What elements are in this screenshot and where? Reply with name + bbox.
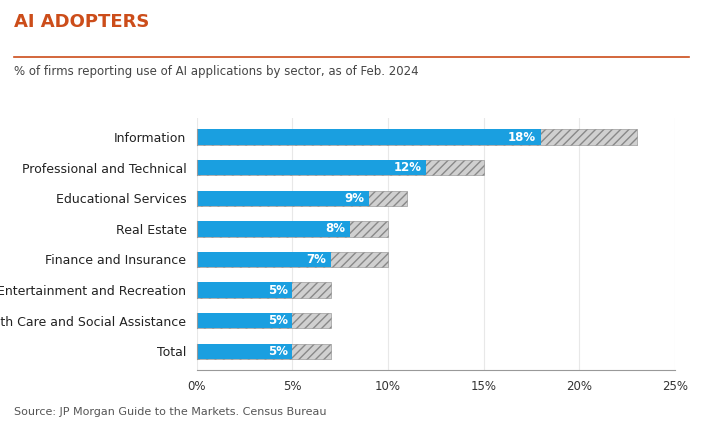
Text: 8%: 8% xyxy=(325,222,345,235)
Bar xyxy=(197,191,369,206)
Text: 12%: 12% xyxy=(394,161,422,174)
Bar xyxy=(197,221,388,237)
Text: % of firms reporting use of AI applications by sector, as of Feb. 2024: % of firms reporting use of AI applicati… xyxy=(14,65,419,78)
Text: AI ADOPTERS: AI ADOPTERS xyxy=(14,13,150,31)
Text: 5%: 5% xyxy=(268,314,288,327)
Bar xyxy=(197,129,637,145)
Bar xyxy=(197,252,388,267)
Bar xyxy=(197,344,292,359)
Bar xyxy=(197,313,330,328)
Bar xyxy=(197,282,292,298)
Bar xyxy=(197,129,541,145)
Bar xyxy=(197,282,330,298)
Bar xyxy=(197,252,330,267)
Bar xyxy=(197,344,330,359)
Bar xyxy=(197,221,350,237)
Bar xyxy=(197,160,484,175)
Text: 5%: 5% xyxy=(268,345,288,358)
Text: Source: JP Morgan Guide to the Markets. Census Bureau: Source: JP Morgan Guide to the Markets. … xyxy=(14,407,327,417)
Text: 9%: 9% xyxy=(344,192,364,205)
Bar xyxy=(197,160,426,175)
Bar xyxy=(197,313,292,328)
Text: 7%: 7% xyxy=(306,253,326,266)
Text: 5%: 5% xyxy=(268,284,288,297)
Bar xyxy=(197,191,407,206)
Text: 18%: 18% xyxy=(508,131,536,144)
